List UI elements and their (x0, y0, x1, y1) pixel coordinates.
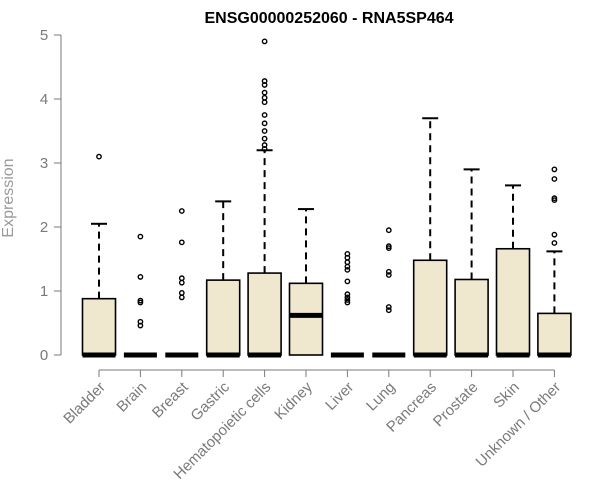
box-body (205, 279, 241, 356)
outlier-point (261, 120, 268, 127)
outlier-point (261, 135, 268, 142)
x-tick-label: Skin (490, 379, 523, 412)
outlier-point (96, 153, 102, 160)
box-group (537, 166, 572, 358)
box-body (454, 278, 489, 356)
outlier-point (344, 266, 351, 273)
outlier-point (261, 112, 268, 118)
box-group (247, 38, 282, 358)
outlier-point (385, 245, 392, 252)
y-tick-label: 3 (40, 155, 48, 172)
outlier-point (261, 82, 268, 88)
outlier-point (261, 146, 268, 152)
outlier-point (344, 297, 351, 303)
y-axis-label: Expression (0, 158, 17, 237)
box-group (288, 208, 324, 356)
outlier-point (178, 208, 185, 214)
outlier-point (385, 243, 392, 250)
outlier-point (137, 233, 144, 240)
outlier-point (261, 94, 268, 101)
y-tick-label: 4 (40, 91, 48, 108)
x-tick-label: Bladder (60, 379, 109, 428)
outlier-point (344, 278, 351, 285)
box-body (537, 312, 572, 356)
outlier-point (137, 297, 144, 304)
outlier-point (137, 274, 144, 280)
outlier-point (551, 240, 558, 246)
x-tick-label: Liver (322, 379, 357, 414)
x-tick-label: Prostate (430, 379, 482, 431)
outlier-point (551, 231, 558, 238)
outlier-point (261, 38, 268, 45)
outlier-point (178, 239, 185, 246)
outlier-point (385, 272, 392, 278)
outlier-point (178, 290, 185, 296)
outlier-point (261, 89, 268, 96)
box-group (123, 233, 157, 358)
outlier-point (385, 227, 392, 234)
outlier-point (261, 128, 268, 134)
outlier-point (344, 299, 351, 306)
x-tick-label: Brain (113, 379, 150, 416)
y-tick-label: 2 (40, 219, 48, 236)
y-tick-label: 1 (40, 283, 48, 300)
outlier-point (178, 294, 185, 301)
box-group (412, 117, 448, 358)
x-tick-label: Lung (363, 379, 399, 415)
boxes-layer (81, 38, 572, 358)
box-group (495, 184, 531, 358)
outlier-point (551, 195, 558, 202)
outlier-point (385, 307, 392, 314)
y-tick-label: 5 (40, 27, 48, 44)
x-tick-label: Breast (149, 378, 192, 421)
box-body (288, 282, 324, 356)
box-body (247, 272, 282, 356)
outlier-point (385, 268, 392, 275)
box-group (330, 250, 364, 358)
outlier-point (551, 197, 558, 204)
outlier-point (385, 304, 392, 310)
box-group (372, 227, 406, 358)
outlier-point (137, 322, 144, 329)
outlier-point (344, 263, 351, 270)
outlier-point (551, 166, 558, 173)
box-group (165, 208, 199, 358)
outlier-point (178, 275, 185, 282)
box-body (412, 259, 448, 356)
outlier-point (344, 291, 351, 298)
outlier-point (344, 294, 351, 301)
outlier-point (344, 259, 351, 266)
box-body (81, 297, 117, 356)
box-group (205, 200, 241, 358)
y-axis: 0 1 2 3 4 5 (40, 27, 62, 364)
x-tick-label: Kidney (271, 378, 316, 423)
box-group (81, 153, 117, 358)
box-body (495, 247, 531, 356)
chart-title: ENSG00000252060 - RNA5SP464 (204, 10, 453, 27)
box-group (454, 168, 489, 358)
outlier-point (137, 299, 144, 306)
outlier-point (344, 254, 351, 261)
outlier-point (551, 176, 558, 182)
outlier-point (261, 99, 268, 106)
y-tick-label: 0 (40, 347, 48, 364)
outlier-point (178, 279, 185, 286)
